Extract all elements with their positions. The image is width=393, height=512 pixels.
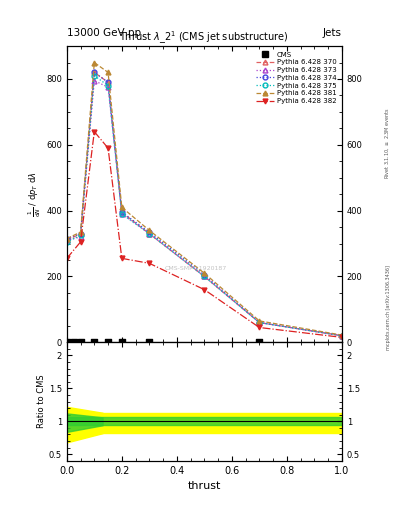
Line: Pythia 6.428 374: Pythia 6.428 374	[64, 70, 344, 338]
Pythia 6.428 381	[78, 229, 83, 235]
Bar	[67, 417, 342, 425]
Pythia 6.428 374	[92, 69, 97, 75]
Line: Pythia 6.428 370: Pythia 6.428 370	[64, 70, 344, 338]
Bar	[67, 413, 342, 433]
Pythia 6.428 382	[202, 287, 207, 293]
CMS	[146, 337, 152, 346]
Pythia 6.428 374	[106, 79, 110, 86]
Pythia 6.428 373	[202, 273, 207, 280]
Pythia 6.428 382	[340, 334, 344, 340]
Y-axis label: Ratio to CMS: Ratio to CMS	[37, 375, 46, 429]
Pythia 6.428 381	[147, 227, 152, 233]
CMS	[119, 337, 125, 346]
Pythia 6.428 373	[119, 211, 124, 217]
Pythia 6.428 370	[119, 209, 124, 216]
Pythia 6.428 375	[119, 211, 124, 217]
Pythia 6.428 370	[257, 319, 262, 326]
Pythia 6.428 373	[92, 77, 97, 83]
Pythia 6.428 370	[78, 230, 83, 237]
Pythia 6.428 373	[78, 234, 83, 240]
Pythia 6.428 381	[64, 236, 69, 242]
Pythia 6.428 373	[340, 333, 344, 339]
Pythia 6.428 375	[78, 232, 83, 239]
Pythia 6.428 381	[106, 69, 110, 75]
Pythia 6.428 375	[340, 333, 344, 339]
Line: Pythia 6.428 373: Pythia 6.428 373	[64, 78, 344, 338]
Pythia 6.428 370	[64, 237, 69, 243]
Pythia 6.428 374	[340, 333, 344, 339]
Pythia 6.428 373	[64, 237, 69, 243]
Pythia 6.428 375	[106, 82, 110, 89]
X-axis label: thrust: thrust	[188, 481, 221, 491]
CMS	[71, 337, 77, 346]
Line: Pythia 6.428 381: Pythia 6.428 381	[64, 60, 344, 337]
CMS	[77, 337, 84, 346]
Pythia 6.428 375	[64, 239, 69, 245]
Text: 13000 GeV pp: 13000 GeV pp	[67, 28, 141, 38]
Pythia 6.428 374	[78, 230, 83, 237]
Pythia 6.428 381	[257, 318, 262, 324]
Pythia 6.428 382	[147, 260, 152, 266]
Pythia 6.428 370	[202, 273, 207, 280]
Legend: CMS, Pythia 6.428 370, Pythia 6.428 373, Pythia 6.428 374, Pythia 6.428 375, Pyt: CMS, Pythia 6.428 370, Pythia 6.428 373,…	[254, 50, 338, 106]
Pythia 6.428 374	[257, 319, 262, 326]
CMS	[256, 337, 263, 346]
Pythia 6.428 370	[147, 230, 152, 237]
Text: CMS-SMP-11920187: CMS-SMP-11920187	[165, 266, 227, 271]
Pythia 6.428 374	[202, 272, 207, 278]
Pythia 6.428 375	[202, 273, 207, 280]
Pythia 6.428 381	[202, 270, 207, 276]
Pythia 6.428 381	[92, 59, 97, 66]
Text: mcplots.cern.ch [arXiv:1306.3436]: mcplots.cern.ch [arXiv:1306.3436]	[386, 265, 391, 350]
Pythia 6.428 382	[119, 255, 124, 262]
Pythia 6.428 370	[340, 333, 344, 339]
Pythia 6.428 374	[119, 209, 124, 216]
Pythia 6.428 382	[78, 239, 83, 245]
Y-axis label: $\frac{1}{\mathrm{d}N}$ / $\mathrm{d}p_T$ $\mathrm{d}\lambda$: $\frac{1}{\mathrm{d}N}$ / $\mathrm{d}p_T…	[27, 172, 43, 217]
Title: Thrust $\lambda$_2$^1$ (CMS jet substructure): Thrust $\lambda$_2$^1$ (CMS jet substruc…	[119, 30, 289, 46]
CMS	[64, 337, 70, 346]
Text: Jets: Jets	[323, 28, 342, 38]
Pythia 6.428 373	[106, 84, 110, 90]
Pythia 6.428 374	[147, 229, 152, 235]
Pythia 6.428 373	[147, 230, 152, 237]
CMS	[105, 337, 111, 346]
Pythia 6.428 382	[92, 129, 97, 135]
Line: Pythia 6.428 382: Pythia 6.428 382	[64, 129, 344, 340]
Pythia 6.428 382	[106, 145, 110, 151]
Pythia 6.428 375	[92, 73, 97, 79]
Pythia 6.428 381	[119, 204, 124, 210]
Pythia 6.428 373	[257, 319, 262, 326]
Line: Pythia 6.428 375: Pythia 6.428 375	[64, 73, 344, 338]
Pythia 6.428 375	[147, 230, 152, 237]
Pythia 6.428 370	[92, 69, 97, 75]
CMS	[91, 337, 97, 346]
Pythia 6.428 381	[340, 332, 344, 338]
Text: Rivet 3.1.10, $\geq$ 2.3M events: Rivet 3.1.10, $\geq$ 2.3M events	[383, 108, 391, 179]
Pythia 6.428 375	[257, 319, 262, 326]
Pythia 6.428 374	[64, 236, 69, 242]
Pythia 6.428 382	[64, 255, 69, 262]
Pythia 6.428 370	[106, 79, 110, 86]
Pythia 6.428 382	[257, 325, 262, 331]
